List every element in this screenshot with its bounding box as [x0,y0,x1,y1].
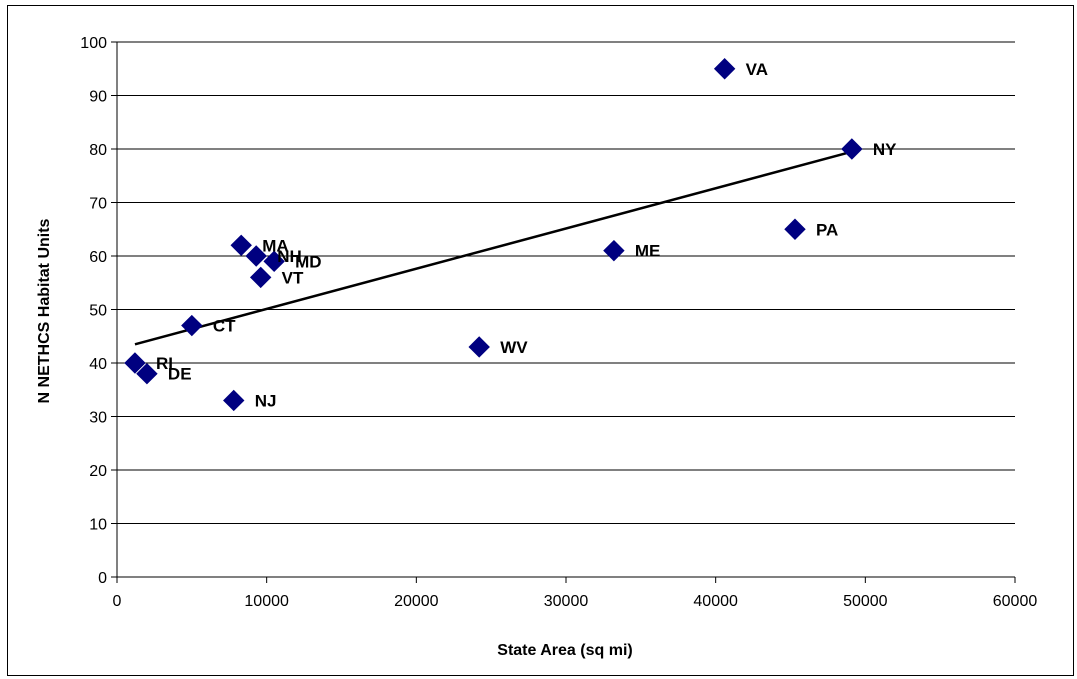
y-tick-label: 80 [89,142,107,159]
y-tick-label: 70 [89,196,107,213]
data-point-de [136,362,158,385]
point-label-de: DE [168,365,192,384]
y-tick-label: 0 [98,570,107,587]
data-point-nj [223,389,245,412]
data-point-ct [181,314,203,337]
x-tick-label: 20000 [394,593,439,610]
point-label-nj: NJ [255,391,277,410]
trendline [134,150,853,346]
y-tick-label: 60 [89,249,107,266]
y-tick-label: 30 [89,410,107,427]
y-tick-label: 90 [89,89,107,106]
point-label-ri: RI [156,354,173,373]
data-points [124,58,863,412]
x-tick-label: 60000 [993,593,1038,610]
data-point-ny [841,138,863,160]
y-tick-label: 40 [89,356,107,373]
gridlines [117,41,1015,524]
trendline-group [134,150,853,346]
chart-frame [7,5,1074,676]
y-tick-label: 20 [89,463,107,480]
x-tick-label: 40000 [693,593,738,610]
point-label-pa: PA [816,220,838,239]
point-label-ny: NY [873,140,897,159]
data-point-vt [249,266,272,289]
x-tick-label: 0 [113,593,122,610]
point-label-nh: NH [277,247,302,266]
point-label-md: MD [295,252,321,271]
y-axis-title: N NETHCS Habitat Units [36,218,53,403]
x-tick-label: 10000 [244,593,289,610]
point-label-wv: WV [500,338,528,357]
x-axis-ticks: 0 10000 20000 30000 40000 50000 60000 [113,577,1038,610]
point-label-me: ME [635,242,661,261]
data-point-va [713,58,736,80]
data-point-pa [784,218,806,240]
y-tick-label: 100 [80,35,107,52]
data-point-me [603,239,625,262]
data-point-md [263,250,285,273]
point-label-ct: CT [213,317,236,336]
point-label-va: VA [746,60,768,79]
y-tick-label: 10 [89,517,107,534]
data-point-wv [468,336,490,358]
x-axis-title: State Area (sq mi) [497,642,632,659]
point-label-vt: VT [282,268,304,287]
data-point-ma [230,234,252,257]
data-point-ri [124,352,146,374]
y-tick-label: 50 [89,303,107,320]
data-point-nh [245,245,267,267]
x-tick-label: 50000 [843,593,888,610]
x-tick-label: 30000 [544,593,589,610]
point-label-ma: MA [262,236,288,255]
y-axis-ticks: 0 10 20 30 40 50 60 70 80 90 100 [80,35,117,587]
